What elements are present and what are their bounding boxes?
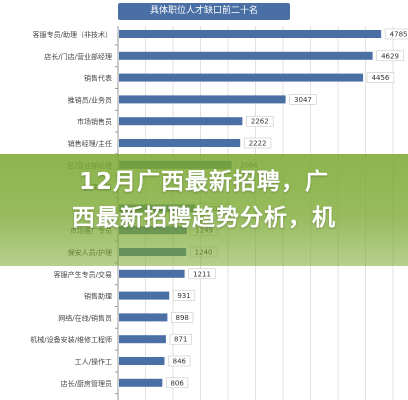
bar xyxy=(119,378,163,387)
category-label: 网络/在线/销售员 xyxy=(58,313,112,322)
headline-line-2: 西最新招聘趋势分析，机 xyxy=(72,205,336,231)
data-label-box xyxy=(384,28,408,40)
category-label: 客服产生专员/交易 xyxy=(54,270,112,279)
bar xyxy=(119,73,364,82)
category-label: 推销员/业务员 xyxy=(68,95,112,104)
data-label: 4785 xyxy=(390,31,408,39)
bar xyxy=(119,335,166,344)
data-label-box xyxy=(366,72,395,83)
category-label: 销售经理/主任 xyxy=(68,139,112,148)
data-label-box xyxy=(289,94,317,105)
data-label: 2222 xyxy=(249,140,267,148)
bar xyxy=(119,269,185,278)
data-label-box xyxy=(188,268,216,280)
data-label-box xyxy=(169,333,192,345)
data-label: 806 xyxy=(170,379,184,387)
bar xyxy=(119,117,243,126)
category-label: 店长/门店/营业部经理 xyxy=(44,52,112,61)
category-label: 工人/操作工 xyxy=(75,357,112,366)
data-label: 871 xyxy=(174,336,187,344)
data-label-box xyxy=(376,50,404,62)
data-label: 1211 xyxy=(193,270,211,278)
data-label: 898 xyxy=(176,314,189,322)
bar xyxy=(119,51,373,60)
bar xyxy=(119,30,382,38)
data-label-box xyxy=(172,290,196,301)
data-label: 2262 xyxy=(251,118,269,126)
data-label: 4629 xyxy=(381,52,399,60)
chart-title: 具体职位人才缺口前二十名 xyxy=(118,3,290,20)
data-label-box xyxy=(243,137,272,149)
category-label: 市场销售员 xyxy=(77,117,112,126)
data-label-box xyxy=(171,312,194,323)
category-label: 销售代表 xyxy=(84,74,112,83)
data-label: 931 xyxy=(177,292,190,300)
data-label: 4456 xyxy=(372,74,390,82)
data-label: 846 xyxy=(173,358,187,366)
bar xyxy=(119,291,170,300)
bar xyxy=(119,357,165,365)
bar xyxy=(119,313,168,322)
data-label-box xyxy=(168,355,191,367)
data-label-box xyxy=(166,377,189,389)
data-label-box xyxy=(246,115,274,127)
category-label: 销售助理 xyxy=(84,292,112,301)
category-label: 客服专员/助理（非技术） xyxy=(33,30,112,39)
data-label: 3047 xyxy=(294,96,312,104)
headline-banner xyxy=(0,154,408,266)
bar xyxy=(119,95,286,104)
category-label: 机械/设备安装/维修工程师 xyxy=(30,335,112,344)
headline-line-1: 12月广西最新招聘，广 xyxy=(78,169,329,195)
headline: 12月广西最新招聘，广 西最新招聘趋势分析，机 xyxy=(0,164,408,236)
category-label: 店长/厨房管理员 xyxy=(61,379,112,388)
bar xyxy=(119,139,241,147)
